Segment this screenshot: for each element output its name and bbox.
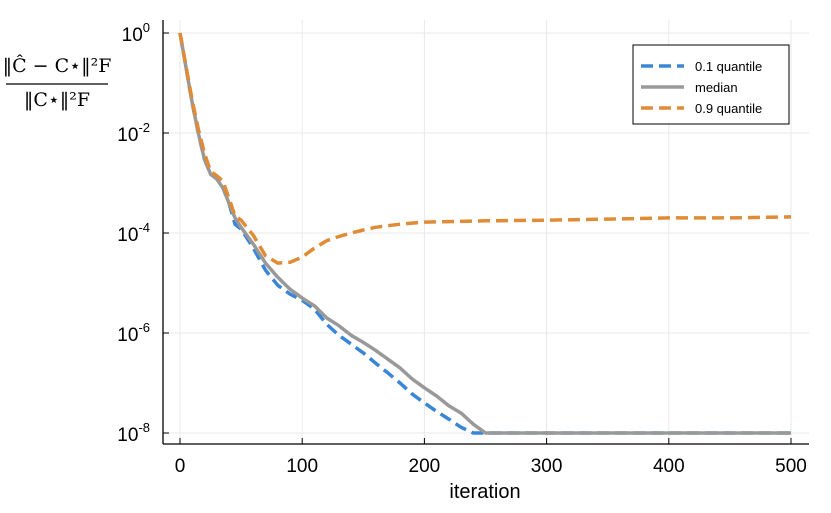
y-tick-label: 10-4 [117,220,150,246]
grid [163,20,809,444]
x-axis-label: iteration [449,481,520,503]
y-tick-label: 100 [122,20,150,46]
series-line-0-9-quantile [178,32,792,265]
y-tick-label: 10-6 [117,320,150,346]
x-tick-label: 0 [175,456,186,477]
y-axis-label: ‖Ĉ − C⋆‖²F ‖C⋆‖²F [3,54,112,111]
x-tick-label: 100 [286,456,318,477]
x-tick-label: 400 [653,456,685,477]
series-lines [178,32,792,435]
legend-box [632,44,790,125]
legend-label: median [695,80,738,95]
legend-label: 0.9 quantile [695,101,762,116]
y-axis-label-numerator: ‖Ĉ − C⋆‖²F [3,54,112,77]
legend: 0.1 quantile median 0.9 quantile [632,44,790,125]
x-tick-label: 500 [775,456,807,477]
x-tick-label: 200 [409,456,441,477]
x-tick-label: 300 [531,456,563,477]
y-axis-label-denominator: ‖C⋆‖²F [24,89,90,111]
y-tick-label: 10-2 [117,120,150,146]
y-tick-label: 10-8 [117,420,150,446]
series-line-median [178,32,791,435]
legend-label: 0.1 quantile [695,59,762,74]
ticks: 0 100 200 300 400 500 100 10-2 10-4 10-6 10-8 [117,20,807,477]
